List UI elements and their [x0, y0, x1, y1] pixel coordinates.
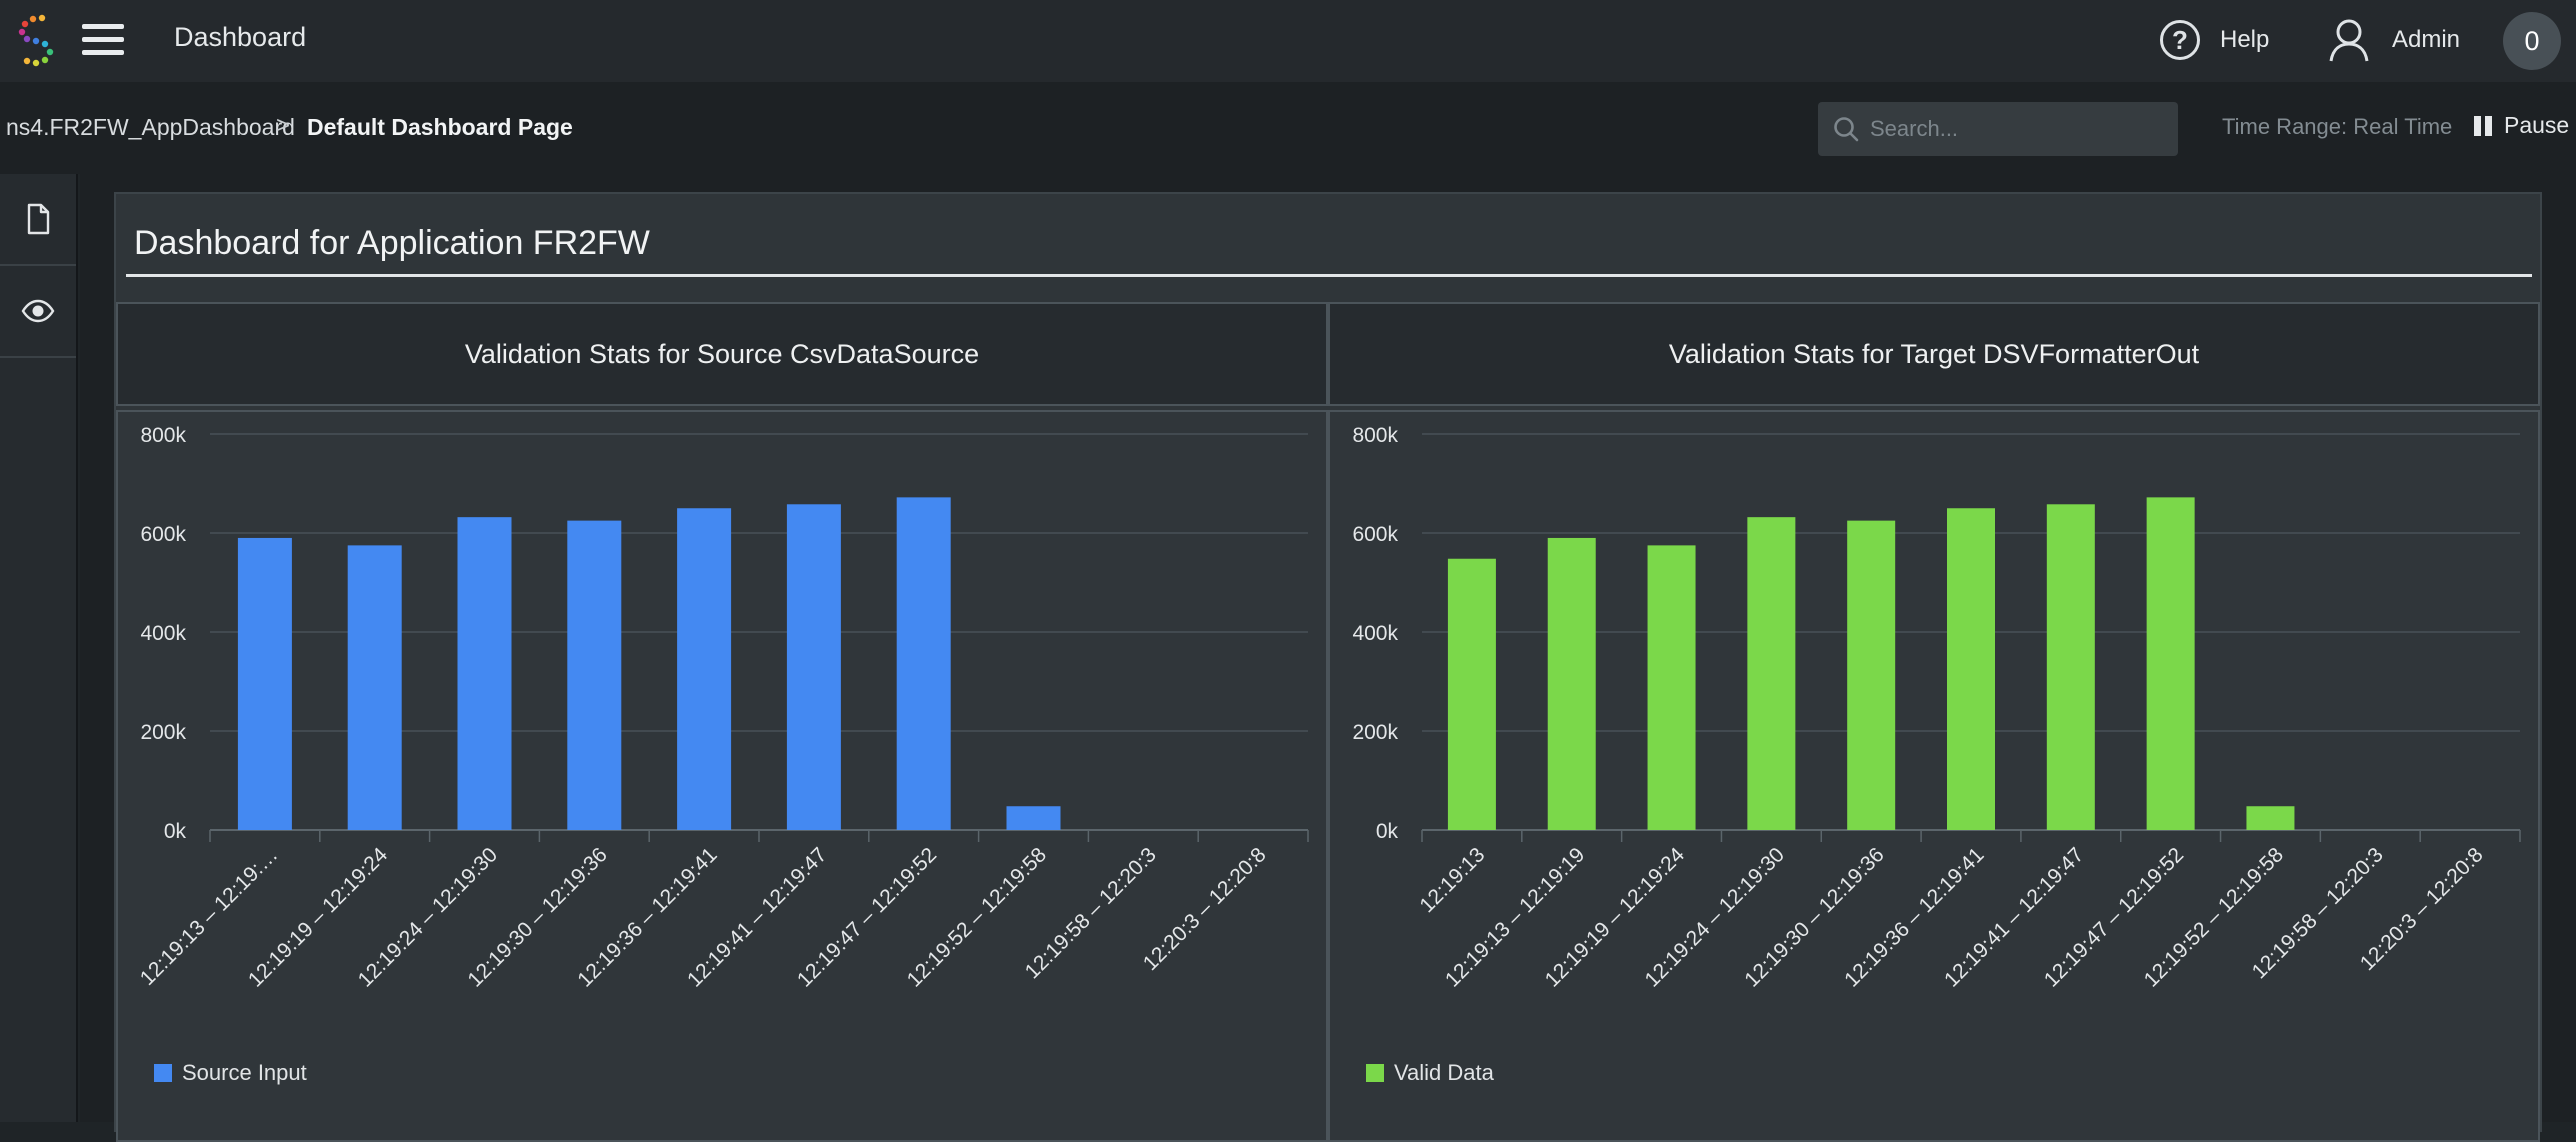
pause-label: Pause [2504, 112, 2570, 138]
breadcrumb-current: Default Dashboard Page [307, 114, 573, 140]
bar [786, 504, 841, 830]
rail-item-view[interactable] [0, 266, 76, 358]
bar [677, 508, 732, 830]
bar [1006, 806, 1061, 830]
eye-icon [21, 299, 55, 323]
legend-swatch [154, 1064, 172, 1082]
source-stats-panel: Validation Stats for Source CsvDataSourc… [116, 302, 1328, 1142]
main-area: Dashboard for Application FR2FW Validati… [80, 174, 2576, 1142]
hamburger-line [82, 50, 124, 55]
y-tick-label: 400k [1352, 622, 1398, 645]
y-tick-label: 200k [140, 721, 186, 744]
bar [1747, 517, 1796, 830]
help-icon: ? [2160, 20, 2200, 60]
legend-label: Valid Data [1394, 1060, 1494, 1085]
top-bar: Dashboard ? Help Admin 0 [0, 0, 2576, 82]
bar [1547, 537, 1596, 830]
rail-item-pages[interactable] [0, 174, 76, 266]
y-tick-label: 400k [140, 622, 186, 645]
bar [1447, 558, 1496, 830]
bar [237, 537, 292, 830]
breadcrumb-bar: ns4.FR2FW_AppDashboard > Default Dashboa… [0, 82, 2576, 174]
title-divider [126, 274, 2532, 277]
admin-menu-button[interactable]: Admin [2328, 16, 2460, 64]
left-rail [0, 174, 78, 1122]
hamburger-line [82, 37, 124, 42]
admin-label: Admin [2392, 26, 2461, 53]
hamburger-line [82, 24, 124, 29]
legend-label: Source Input [182, 1060, 307, 1085]
panel-title: Validation Stats for Target DSVFormatter… [1328, 302, 2540, 406]
bar [1847, 520, 1896, 830]
search-input[interactable] [1870, 116, 2170, 142]
source-chart-area: 0k 200k 400k 600k 800k 12:19:13 – 12:19:… 12:1… [116, 410, 1328, 1142]
app-logo-icon[interactable] [12, 12, 64, 68]
pause-button[interactable]: Pause [2474, 112, 2569, 139]
chart-legend[interactable]: Source Input [154, 1060, 307, 1086]
chart-legend[interactable]: Valid Data [1366, 1060, 1494, 1086]
bar [2046, 504, 2095, 830]
help-button[interactable]: ? Help [2160, 18, 2269, 62]
y-tick-label: 0k [1376, 820, 1399, 843]
y-tick-label: 800k [1352, 424, 1398, 447]
y-tick-label: 800k [140, 424, 186, 447]
dashboard-title: Dashboard for Application FR2FW [134, 224, 650, 262]
target-chart-area: 0k 200k 400k 600k 800k 12:19:13 12:19:13 – 12:… [1328, 410, 2540, 1142]
time-range-label[interactable]: Time Range: Real Time [2222, 114, 2453, 139]
page-title: Dashboard [174, 22, 307, 52]
bar [457, 517, 512, 830]
panel-title: Validation Stats for Source CsvDataSourc… [116, 302, 1328, 406]
bar [896, 497, 951, 830]
notification-badge[interactable]: 0 [2503, 12, 2561, 70]
breadcrumb-separator-icon: > [276, 112, 291, 139]
target-stats-panel: Validation Stats for Target DSVFormatter… [1328, 302, 2540, 1142]
x-tick-label: 12:19:13 [1415, 843, 1489, 917]
pause-icon [2474, 115, 2492, 136]
dashboard-container: Dashboard for Application FR2FW Validati… [114, 192, 2542, 1142]
y-tick-label: 600k [1352, 523, 1398, 546]
search-icon [1834, 117, 1859, 142]
bar [347, 545, 402, 830]
bar [567, 520, 622, 830]
bar [2246, 806, 2295, 830]
search-box[interactable] [1818, 102, 2178, 156]
bar [1947, 508, 1995, 830]
breadcrumb-parent-link[interactable]: ns4.FR2FW_AppDashboard [6, 114, 295, 140]
legend-swatch [1366, 1064, 1384, 1082]
y-tick-label: 600k [140, 523, 186, 546]
user-icon [2329, 19, 2369, 62]
document-icon [27, 203, 50, 235]
bar [2146, 497, 2195, 830]
x-tick-label: 12:20:3 – 12:20:8 [1139, 843, 1271, 975]
bar [1647, 545, 1696, 830]
y-tick-label: 200k [1352, 721, 1398, 744]
y-tick-label: 0k [164, 820, 187, 843]
menu-toggle-button[interactable] [82, 24, 124, 56]
help-label: Help [2220, 26, 2270, 53]
